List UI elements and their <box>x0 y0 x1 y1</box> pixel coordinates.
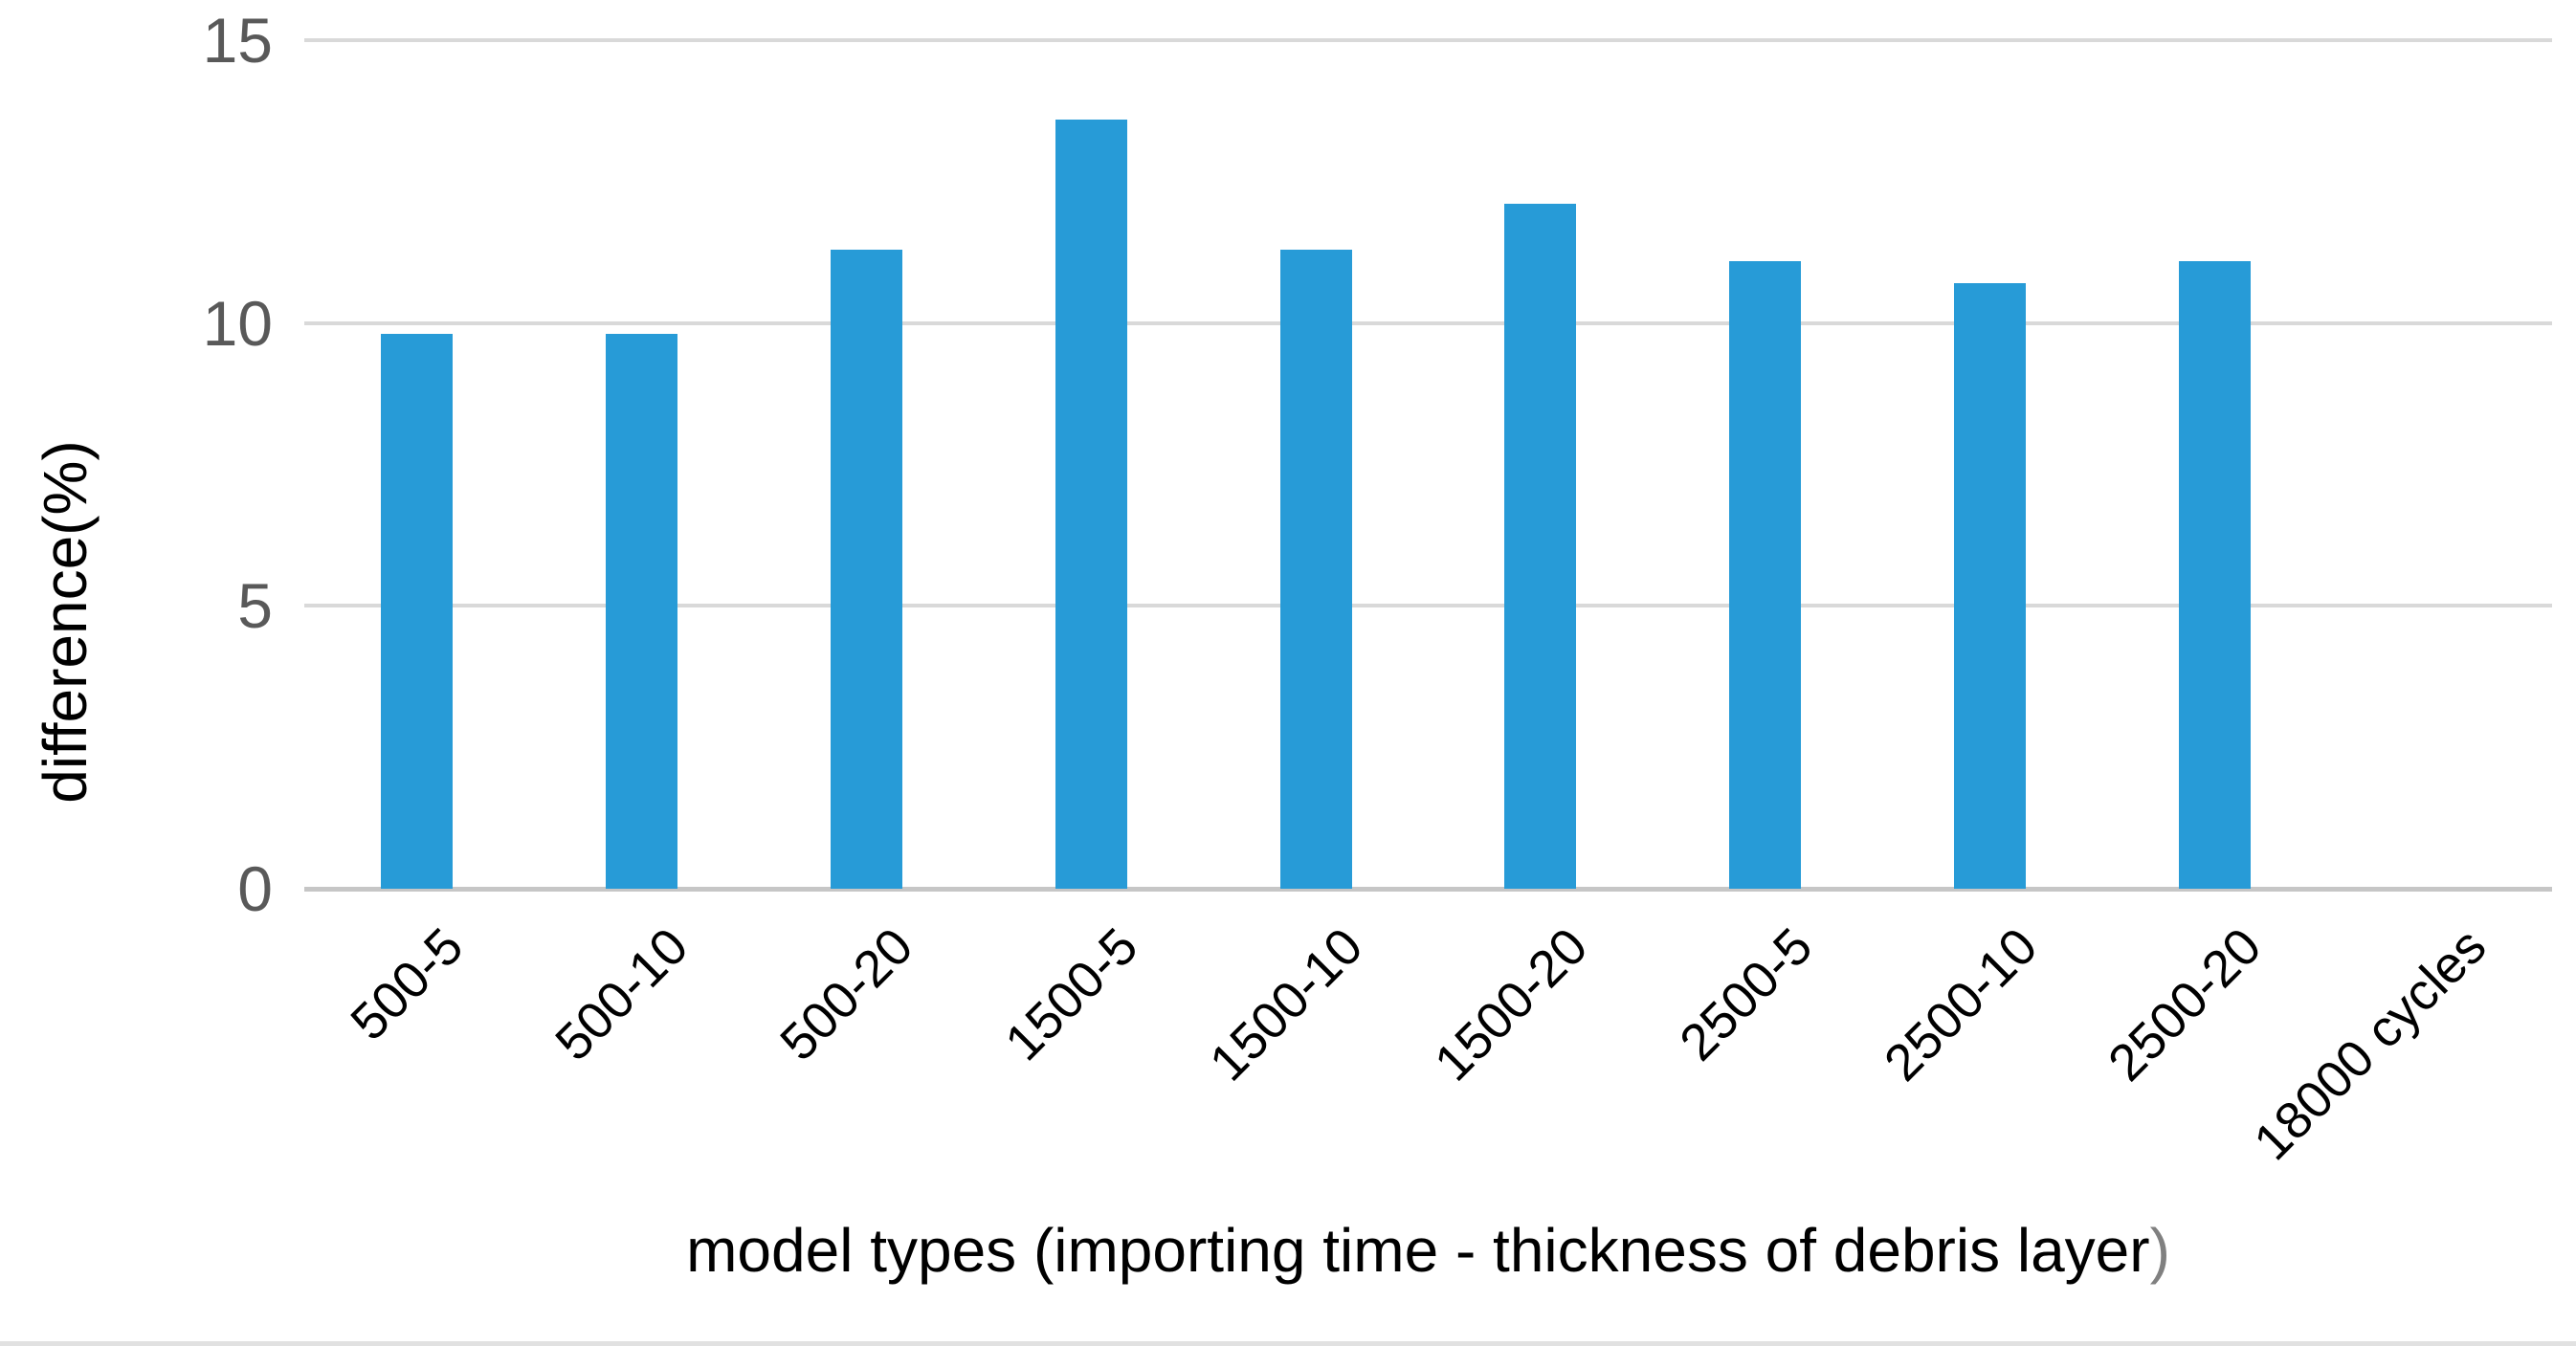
bottom-strip <box>0 1341 2576 1346</box>
gridline-y5 <box>304 604 2552 608</box>
x-axis-title: model types (importing time - thickness … <box>304 1217 2552 1284</box>
gridline-y15 <box>304 38 2552 42</box>
y-tick-label-5: 5 <box>237 570 273 642</box>
x-tick-label-2500-5: 2500-5 <box>1668 916 1824 1072</box>
x-tick-label-500-5: 500-5 <box>340 916 475 1051</box>
bar-500-20 <box>830 249 902 889</box>
x-tick-label-1500-10: 1500-10 <box>1198 916 1374 1092</box>
y-tick-label-0: 0 <box>237 853 273 924</box>
x-axis-line <box>304 886 2552 892</box>
bar-500-10 <box>605 334 677 889</box>
bar-500-5 <box>380 334 453 889</box>
x-tick-label-18000-cycles: 18000 cycles <box>2243 916 2498 1172</box>
x-tick-label-500-20: 500-20 <box>769 916 924 1072</box>
x-tick-label-1500-5: 1500-5 <box>994 916 1149 1072</box>
bar-1500-10 <box>1279 249 1352 889</box>
bar-2500-20 <box>2179 260 2252 889</box>
x-axis-title-paren: ) <box>2149 1216 2170 1285</box>
x-axis-title-text: model types (importing time - thickness … <box>686 1216 2150 1285</box>
bar-2500-5 <box>1729 260 1802 889</box>
x-tick-label-1500-20: 1500-20 <box>1423 916 1599 1092</box>
gridline-y10 <box>304 320 2552 325</box>
plot-area <box>304 38 2552 892</box>
x-tick-label-2500-10: 2500-10 <box>1873 916 2049 1092</box>
x-tick-label-2500-20: 2500-20 <box>2098 916 2273 1092</box>
bar-1500-5 <box>1055 119 1127 889</box>
bar-1500-20 <box>1504 204 1577 889</box>
x-tick-label-500-10: 500-10 <box>544 916 700 1072</box>
bar-2500-10 <box>1954 283 2027 889</box>
y-tick-label-15: 15 <box>202 5 273 76</box>
y-tick-label-10: 10 <box>202 287 273 359</box>
